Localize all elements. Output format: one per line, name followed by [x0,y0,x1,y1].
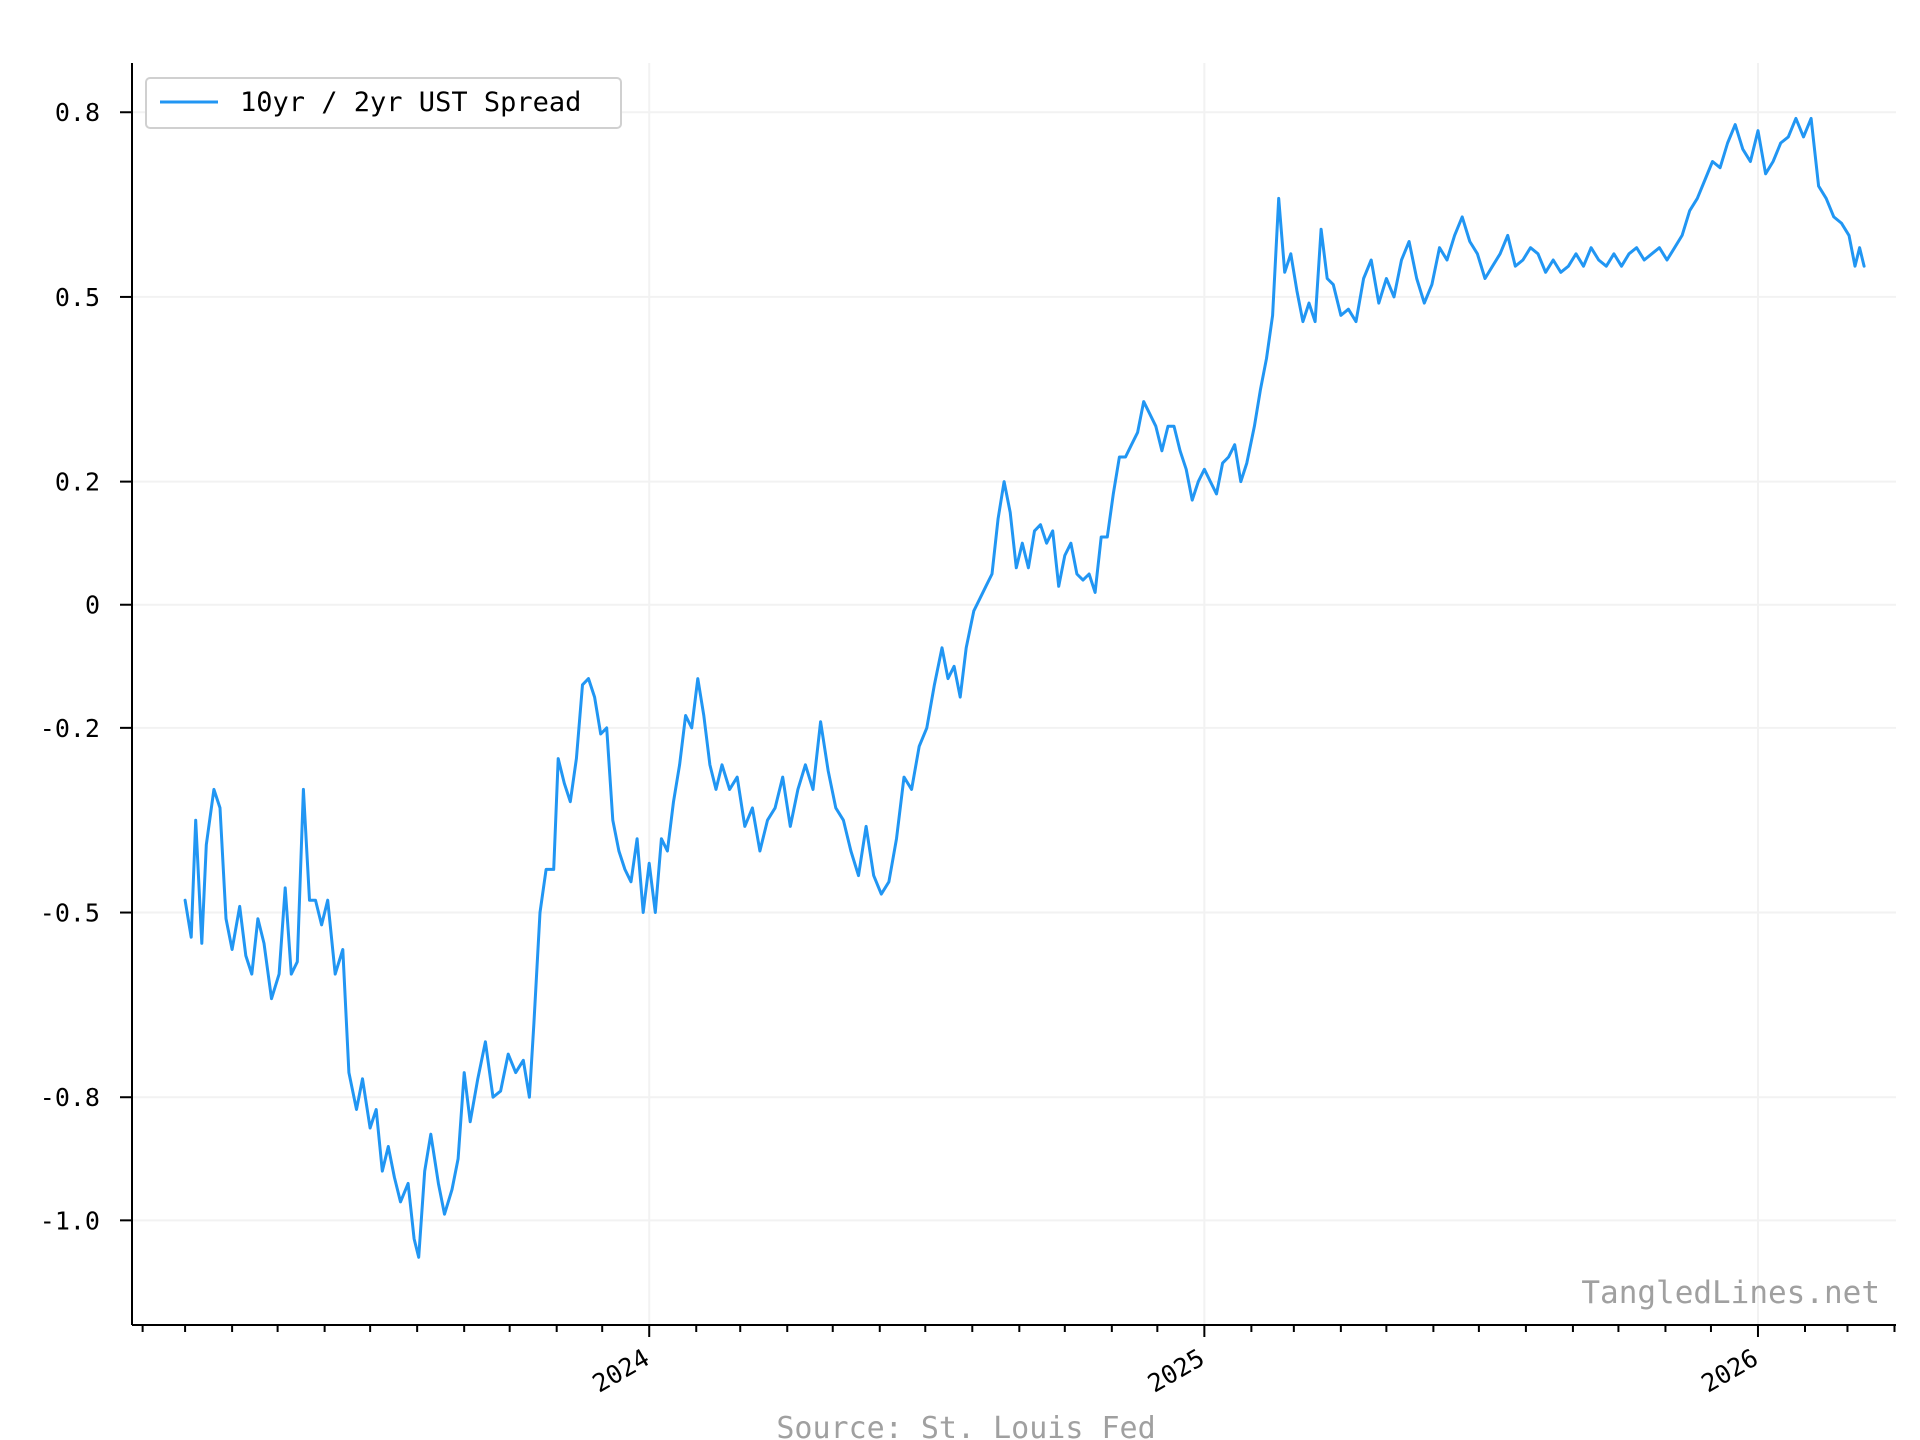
grid-lines [132,63,1896,1325]
y-axis-ticks: 0.8 0.5 0.2 0 -0.2 -0.5 -0.8 -1.0 [40,98,132,1235]
legend: 10yr / 2yr UST Spread [145,77,622,129]
spread-series-line [183,116,1866,1259]
y-tick-label: 0.8 [55,98,100,127]
x-tick-label: 2024 [588,1343,655,1398]
x-tick-label: 2025 [1143,1343,1210,1398]
y-tick-label: -0.8 [40,1083,100,1112]
legend-box [145,77,622,129]
y-tick-label: -0.5 [40,899,100,928]
legend-label: 10yr / 2yr UST Spread [240,87,581,118]
y-tick-label: 0.2 [55,468,100,497]
x-axis-ticks: 2024 2025 2026 [141,1325,1896,1398]
watermark: TangledLines.net [1581,1275,1880,1311]
y-tick-label: -0.2 [40,714,100,743]
source-caption: Source: St. Louis Fed [776,1411,1155,1440]
y-tick-label: -1.0 [40,1206,100,1235]
x-tick-label: 2026 [1696,1343,1763,1398]
y-tick-label: 0 [85,591,100,620]
axes [131,63,1896,1326]
y-tick-label: 0.5 [55,283,100,312]
